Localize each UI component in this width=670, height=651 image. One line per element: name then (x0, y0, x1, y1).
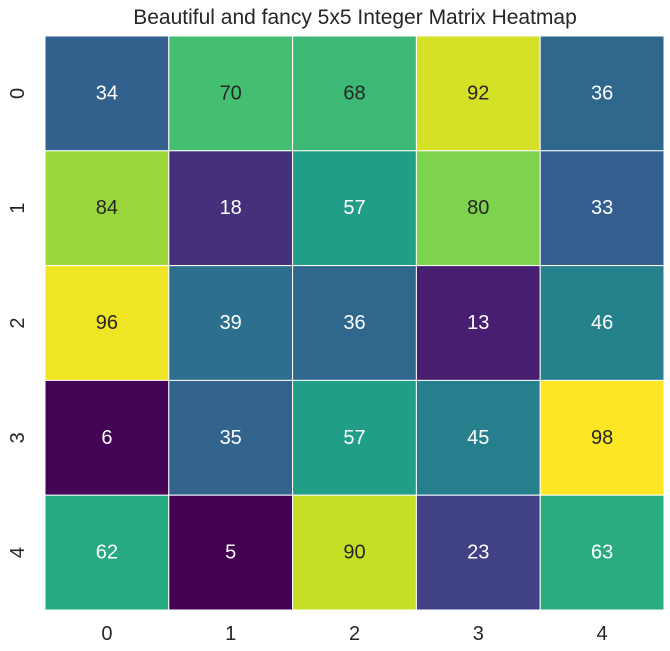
cell-value-r4-c4: 63 (591, 542, 613, 564)
cell-value-r3-c3: 45 (467, 427, 489, 449)
heatmap-cell-r0-c4 (539, 35, 665, 152)
heatmap-cell-r2-c3 (415, 265, 541, 381)
heatmap-cell-r2-c2 (292, 265, 417, 381)
heatmap-cell-r0-c2 (292, 35, 417, 152)
y-tick-label-1: 1 (7, 203, 29, 214)
cell-value-r3-c1: 35 (220, 427, 242, 449)
heatmap-cell-r4-c1 (168, 494, 294, 611)
heatmap-cell-r3-c3 (415, 379, 541, 496)
cell-value-r2-c3: 13 (467, 312, 489, 334)
cell-value-r2-c0: 96 (96, 312, 118, 334)
cell-value-r0-c0: 34 (96, 82, 118, 104)
y-tick-label-0: 0 (7, 88, 29, 99)
cell-value-r4-c1: 5 (225, 542, 236, 564)
cell-value-r3-c2: 57 (343, 427, 365, 449)
cell-value-r1-c4: 33 (591, 197, 613, 219)
heatmap-cell-r0-c0 (44, 35, 170, 152)
heatmap-cell-r3-c1 (168, 379, 294, 496)
y-tick-label-4: 4 (7, 547, 29, 558)
y-tick-label-3: 3 (7, 432, 29, 443)
x-tick-label-4: 4 (597, 623, 608, 645)
heatmap-cell-r1-c0 (44, 150, 170, 267)
cell-value-r1-c3: 80 (467, 197, 489, 219)
cell-value-r2-c1: 39 (220, 312, 242, 334)
heatmap-cell-r3-c0 (44, 379, 170, 496)
cell-value-r4-c2: 90 (343, 542, 365, 564)
y-tick-label-2: 2 (7, 317, 29, 328)
cell-value-r3-c0: 6 (101, 427, 112, 449)
heatmap-cell-r4-c4 (539, 494, 665, 611)
chart-title: Beautiful and fancy 5x5 Integer Matrix H… (133, 6, 577, 29)
cell-value-r1-c1: 18 (220, 197, 242, 219)
heatmap-cell-r3-c4 (539, 379, 665, 496)
cell-value-r0-c3: 92 (467, 82, 489, 104)
x-tick-label-2: 2 (349, 623, 360, 645)
x-tick-label-1: 1 (225, 623, 236, 645)
heatmap-cell-r0-c3 (415, 35, 541, 152)
cell-value-r0-c2: 68 (343, 82, 365, 104)
x-tick-labels: 0 1 2 3 4 (101, 623, 607, 645)
heatmap-cells (44, 35, 665, 611)
cell-value-r1-c2: 57 (343, 197, 365, 219)
cell-value-r2-c2: 36 (343, 312, 365, 334)
cell-value-r3-c4: 98 (591, 427, 613, 449)
heatmap-cell-r2-c1 (168, 265, 294, 381)
heatmap-cell-r4-c2 (292, 494, 417, 611)
cell-value-r0-c1: 70 (220, 82, 242, 104)
cell-value-r1-c0: 84 (96, 197, 118, 219)
heatmap-cell-r1-c4 (539, 150, 665, 267)
x-tick-label-3: 3 (473, 623, 484, 645)
heatmap-cell-r4-c0 (44, 494, 170, 611)
cell-value-r4-c0: 62 (96, 542, 118, 564)
x-tick-label-0: 0 (101, 623, 112, 645)
cell-value-r2-c4: 46 (591, 312, 613, 334)
cell-value-r4-c3: 23 (467, 542, 489, 564)
heatmap-cell-r3-c2 (292, 379, 417, 496)
heatmap-cell-r2-c4 (539, 265, 665, 381)
heatmap-cell-r0-c1 (168, 35, 294, 152)
y-tick-labels: 0 1 2 3 4 (7, 88, 29, 558)
heatmap-cell-r1-c2 (292, 150, 417, 267)
cell-value-r0-c4: 36 (591, 82, 613, 104)
